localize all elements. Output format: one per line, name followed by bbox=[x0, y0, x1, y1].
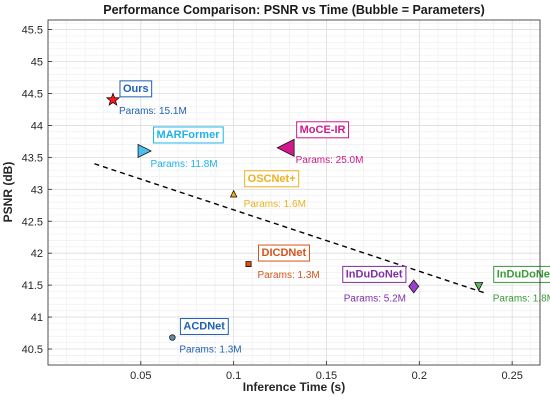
params-label: Params: 25.0M bbox=[296, 155, 364, 166]
data-point-marker bbox=[169, 334, 176, 341]
y-tick-label: 42 bbox=[31, 248, 43, 260]
model-label: Ours bbox=[123, 83, 149, 95]
y-tick-label: 43 bbox=[31, 184, 43, 196]
y-tick-label: 41.5 bbox=[22, 280, 43, 292]
data-point-marker bbox=[137, 143, 152, 159]
y-tick-label: 40.5 bbox=[22, 344, 43, 356]
grid bbox=[48, 20, 540, 365]
model-label-box bbox=[153, 126, 224, 144]
model-label: ACDNet bbox=[183, 321, 225, 333]
y-tick-label: 45.5 bbox=[22, 25, 43, 37]
params-label: Params: 1.6M bbox=[244, 199, 306, 210]
data-point-marker bbox=[408, 279, 420, 294]
x-tick-label: 0.1 bbox=[226, 370, 241, 382]
model-label: MARFormer bbox=[157, 129, 221, 141]
y-axis-label: PSNR (dB) bbox=[1, 162, 15, 223]
params-label: Params: 5.2M bbox=[344, 293, 406, 304]
axis-ticks: 0.05 0.1 0.15 0.2 0.25 40.5 41 41.5 42 42.5 43 43.5… bbox=[22, 25, 523, 382]
model-label: InDuDoNet+ bbox=[497, 268, 550, 280]
y-tick-label: 45 bbox=[31, 57, 43, 69]
model-label: InDuDoNet bbox=[346, 268, 403, 280]
model-label-box bbox=[119, 80, 153, 98]
model-label-box bbox=[296, 121, 350, 139]
model-label-box bbox=[342, 265, 407, 283]
model-label: MoCE-IR bbox=[300, 124, 346, 136]
data-point-marker bbox=[229, 189, 238, 198]
model-label: OSCNet+ bbox=[248, 173, 296, 185]
y-tick-label: 44.5 bbox=[22, 88, 43, 100]
trendline bbox=[94, 163, 485, 294]
model-label-box bbox=[493, 265, 550, 283]
params-label: Params: 1.3M bbox=[179, 345, 241, 356]
x-tick-label: 0.05 bbox=[130, 370, 151, 382]
plot-area bbox=[48, 20, 540, 365]
y-tick-label: 42.5 bbox=[22, 216, 43, 228]
chart-title: Performance Comparison: PSNR vs Time (Bu… bbox=[103, 3, 485, 17]
data-point-marker bbox=[276, 138, 295, 157]
data-point-marker bbox=[474, 282, 484, 292]
params-label: Params: 11.8M bbox=[151, 159, 218, 170]
x-axis-label: Inference Time (s) bbox=[243, 380, 345, 394]
y-tick-label: 44 bbox=[31, 120, 43, 132]
model-label-box bbox=[179, 318, 229, 336]
x-tick-label: 0.25 bbox=[501, 370, 522, 382]
model-label-box bbox=[258, 244, 310, 262]
params-label: Params: 15.1M bbox=[119, 106, 187, 117]
params-label: Params: 1.3M bbox=[258, 270, 320, 281]
model-label-box bbox=[244, 170, 300, 188]
data-points: Ours Params: 15.1M MARFormer Params: 11.8M M… bbox=[105, 80, 550, 356]
params-label: Params: 1.8M bbox=[493, 293, 550, 304]
y-tick-label: 41 bbox=[31, 312, 43, 324]
data-point-marker bbox=[245, 261, 252, 268]
plot-frame bbox=[47, 19, 541, 366]
x-tick-label: 0.15 bbox=[316, 370, 337, 382]
model-label: DICDNet bbox=[262, 247, 307, 259]
y-tick-label: 43.5 bbox=[22, 152, 43, 164]
x-tick-label: 0.2 bbox=[412, 370, 427, 382]
data-point-marker bbox=[105, 92, 121, 106]
